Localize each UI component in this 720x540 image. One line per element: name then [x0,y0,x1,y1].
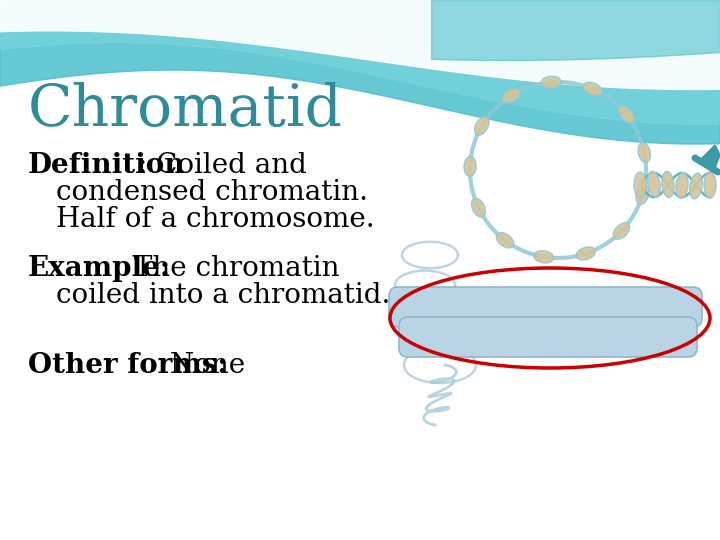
Text: coiled into a chromatid.: coiled into a chromatid. [56,282,390,309]
Ellipse shape [613,222,629,239]
Text: Other forms:: Other forms: [28,352,228,379]
Text: : Coiled and: : Coiled and [138,152,307,179]
Ellipse shape [496,233,514,248]
Text: Chromatid: Chromatid [28,82,343,138]
Ellipse shape [541,76,561,89]
Ellipse shape [636,185,649,204]
Text: Half of a chromosome.: Half of a chromosome. [56,206,374,233]
Text: None: None [161,352,245,379]
FancyBboxPatch shape [399,317,697,357]
Text: The chromatin: The chromatin [125,255,340,282]
Ellipse shape [464,157,476,177]
Ellipse shape [472,198,485,217]
Ellipse shape [638,143,650,163]
Ellipse shape [634,172,646,198]
FancyBboxPatch shape [389,287,702,327]
Ellipse shape [704,172,716,198]
Text: Definition: Definition [28,152,186,179]
Ellipse shape [534,251,554,263]
Ellipse shape [576,247,595,260]
Ellipse shape [583,82,602,96]
Text: Example:: Example: [28,255,171,282]
Polygon shape [700,145,720,168]
Ellipse shape [502,88,520,103]
Ellipse shape [618,106,634,123]
Ellipse shape [690,173,702,199]
Ellipse shape [662,172,674,197]
Ellipse shape [474,117,489,135]
Ellipse shape [648,171,660,197]
Ellipse shape [676,173,688,199]
Text: condensed chromatin.: condensed chromatin. [56,179,368,206]
